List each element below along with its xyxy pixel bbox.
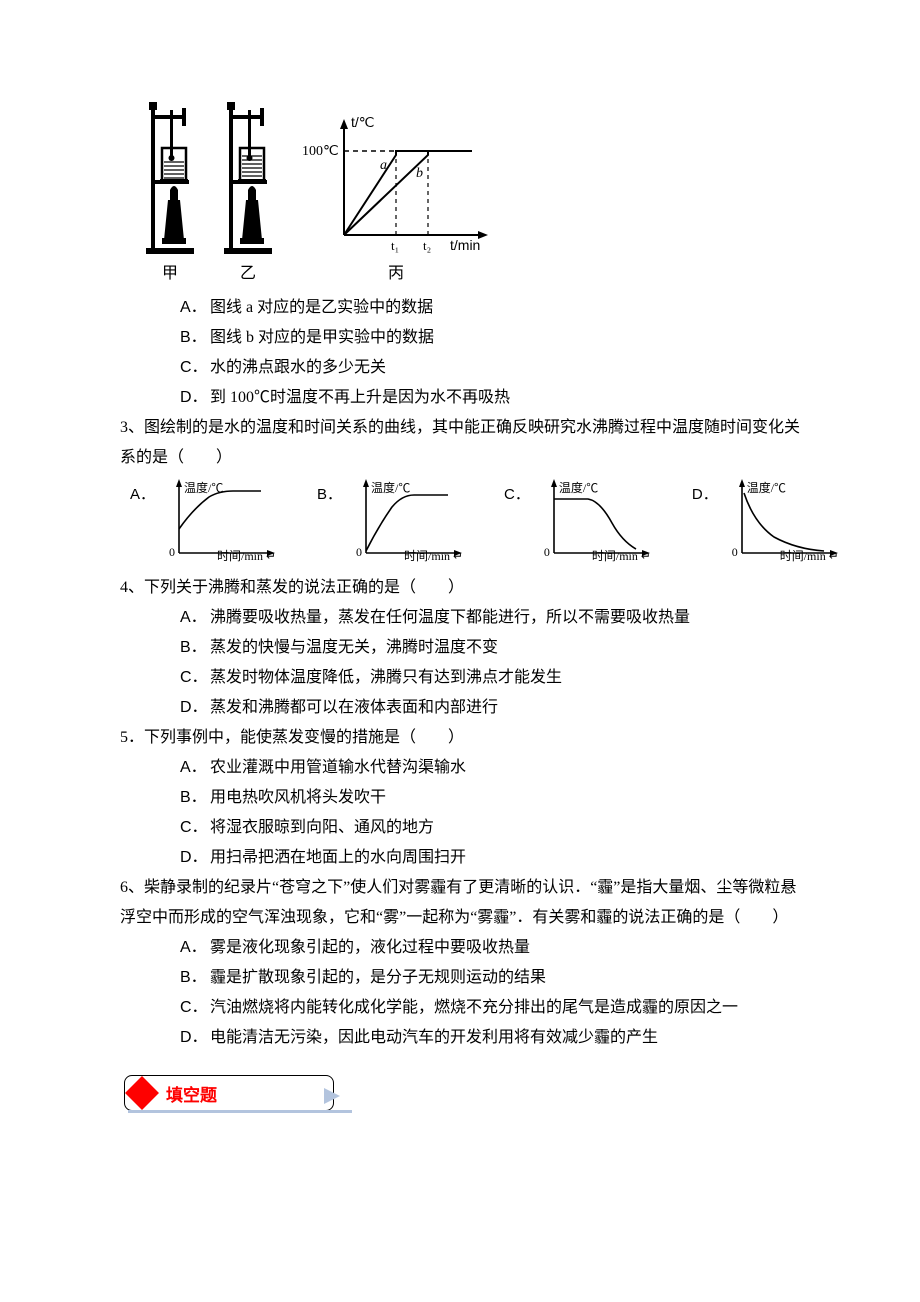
opt-letter: D． — [180, 383, 210, 413]
q4-option-d: D．蒸发和沸腾都可以在液体表面和内部进行 — [120, 693, 800, 723]
opt-text: 蒸发和沸腾都可以在液体表面和内部进行 — [210, 699, 498, 716]
svg-text:t₁: t₁ — [391, 238, 399, 253]
q3-letter-c: C． — [504, 483, 530, 504]
q3-b-origin: 0 — [356, 545, 362, 560]
opt-text: 水的沸点跟水的多少无关 — [210, 359, 386, 376]
q6-option-a: A．雾是液化现象引起的，液化过程中要吸收热量 — [120, 933, 800, 963]
opt-letter: A． — [180, 293, 210, 323]
q4-option-c: C．蒸发时物体温度降低，沸腾只有达到沸点才能发生 — [120, 663, 800, 693]
opt-text: 用电热吹风机将头发吹干 — [210, 789, 386, 806]
q3-a-ylabel: 温度/℃ — [184, 479, 223, 496]
q4-option-b: B．蒸发的快慢与温度无关，沸腾时温度不变 — [120, 633, 800, 663]
opt-letter: B． — [180, 633, 210, 663]
opt-text: 将湿衣服晾到向阳、通风的地方 — [210, 819, 434, 836]
opt-text: 蒸发时物体温度降低，沸腾只有达到沸点才能发生 — [210, 669, 562, 686]
fill-in-badge: 填空题 — [124, 1075, 354, 1113]
apparatus-yi-icon — [218, 100, 278, 255]
q2-option-b: B．图线 b 对应的是甲实验中的数据 — [120, 323, 800, 353]
graph-c-wrap: t/℃ 100℃ a b t₁ t₂ t/min — [296, 115, 496, 283]
fill-badge-label: 填空题 — [166, 1081, 217, 1106]
q6-option-c: C．汽油燃烧将内能转化成化学能，燃烧不充分排出的尾气是造成霾的原因之一 — [120, 993, 800, 1023]
q5-stem: 5．下列事例中，能使蒸发变慢的措施是（ ） — [120, 723, 800, 753]
opt-text: 霾是扩散现象引起的，是分子无规则运动的结果 — [210, 969, 546, 986]
q6-option-d: D．电能清洁无污染，因此电动汽车的开发利用将有效减少霾的产生 — [120, 1023, 800, 1053]
page-root: 甲 — [0, 0, 920, 1173]
q3-a-xlabel: 时间/min ↵ — [217, 547, 276, 564]
q3-charts-row: A． 温度/℃ 0 时间/min ↵ B． — [130, 479, 800, 567]
svg-text:t/min: t/min — [450, 237, 480, 253]
graph-c-ylabel: t/℃ — [351, 115, 375, 130]
opt-letter: B． — [180, 323, 210, 353]
opt-text: 图线 a 对应的是乙实验中的数据 — [210, 299, 433, 316]
opt-text: 图线 b 对应的是甲实验中的数据 — [210, 329, 434, 346]
opt-letter: D． — [180, 693, 210, 723]
opt-letter: D． — [180, 1023, 210, 1053]
opt-letter: A． — [180, 603, 210, 633]
graph-c-label: 丙 — [388, 259, 404, 283]
opt-text: 蒸发的快慢与温度无关，沸腾时温度不变 — [210, 639, 498, 656]
q4-option-a: A．沸腾要吸收热量，蒸发在任何温度下都能进行，所以不需要吸收热量 — [120, 603, 800, 633]
opt-letter: B． — [180, 783, 210, 813]
opt-letter: A． — [180, 753, 210, 783]
q3-chart-b: B． 温度/℃ 0 时间/min ↵ — [317, 479, 468, 567]
q3-letter-a: A． — [130, 483, 155, 504]
q3-chart-a: A． 温度/℃ 0 时间/min ↵ — [130, 479, 281, 567]
opt-text: 沸腾要吸收热量，蒸发在任何温度下都能进行，所以不需要吸收热量 — [210, 609, 690, 626]
q3-chart-d: D． 温度/℃ 0 时间/min ↵ — [692, 479, 844, 567]
q3-chart-c: C． 温度/℃ 0 时间/min ↵ — [504, 479, 656, 567]
graph-c-yref: 100℃ — [302, 144, 339, 159]
q2-option-a: A．图线 a 对应的是乙实验中的数据 — [120, 293, 800, 323]
opt-letter: C． — [180, 813, 210, 843]
fill-badge-shadow — [128, 1110, 352, 1113]
fill-badge-arrow-icon — [324, 1088, 340, 1104]
q5-option-d: D．用扫帚把洒在地面上的水向周围扫开 — [120, 843, 800, 873]
svg-text:t₂: t₂ — [423, 238, 431, 253]
q3-c-xlabel: 时间/min ↵ — [592, 547, 651, 564]
svg-text:b: b — [416, 166, 423, 181]
q3-b-xlabel: 时间/min ↵ — [404, 547, 463, 564]
q3-stem: 3、图绘制的是水的温度和时间关系的曲线，其中能正确反映研究水沸腾过程中温度随时间… — [120, 413, 800, 473]
opt-letter: C． — [180, 663, 210, 693]
q3-d-xlabel: 时间/min ↵ — [780, 547, 839, 564]
q3-letter-b: B． — [317, 483, 342, 504]
opt-letter: D． — [180, 843, 210, 873]
svg-text:a: a — [380, 158, 387, 173]
q5-option-b: B．用电热吹风机将头发吹干 — [120, 783, 800, 813]
q5-option-a: A．农业灌溉中用管道输水代替沟渠输水 — [120, 753, 800, 783]
opt-letter: B． — [180, 963, 210, 993]
q4-stem: 4、下列关于沸腾和蒸发的说法正确的是（ ） — [120, 573, 800, 603]
opt-text: 汽油燃烧将内能转化成化学能，燃烧不充分排出的尾气是造成霾的原因之一 — [210, 999, 738, 1016]
opt-letter: C． — [180, 353, 210, 383]
q3-letter-d: D． — [692, 483, 718, 504]
opt-text: 雾是液化现象引起的，液化过程中要吸收热量 — [210, 939, 530, 956]
q3-c-origin: 0 — [544, 545, 550, 560]
graph-c-svg: t/℃ 100℃ a b t₁ t₂ t/min — [296, 115, 496, 255]
apparatus-jia-icon — [140, 100, 200, 255]
q3-d-origin: 0 — [732, 545, 738, 560]
top-figures-row: 甲 — [140, 100, 800, 283]
q6-option-b: B．霾是扩散现象引起的，是分子无规则运动的结果 — [120, 963, 800, 993]
apparatus-jia: 甲 — [140, 100, 200, 283]
q5-option-c: C．将湿衣服晾到向阳、通风的地方 — [120, 813, 800, 843]
q3-d-ylabel: 温度/℃ — [747, 479, 786, 496]
apparatus-yi-label: 乙 — [240, 259, 256, 283]
graph-c: t/℃ 100℃ a b t₁ t₂ t/min — [296, 115, 496, 255]
q2-option-c: C．水的沸点跟水的多少无关 — [120, 353, 800, 383]
opt-letter: A． — [180, 933, 210, 963]
opt-text: 用扫帚把洒在地面上的水向周围扫开 — [210, 849, 466, 866]
q3-b-ylabel: 温度/℃ — [371, 479, 410, 496]
opt-text: 到 100℃时温度不再上升是因为水不再吸热 — [210, 389, 510, 406]
opt-text: 农业灌溉中用管道输水代替沟渠输水 — [210, 759, 466, 776]
q3-a-origin: 0 — [169, 545, 175, 560]
opt-text: 电能清洁无污染，因此电动汽车的开发利用将有效减少霾的产生 — [210, 1029, 658, 1046]
opt-letter: C． — [180, 993, 210, 1023]
apparatus-yi: 乙 — [218, 100, 278, 283]
q6-stem: 6、柴静录制的纪录片“苍穹之下”使人们对雾霾有了更清晰的认识．“霾”是指大量烟、… — [120, 873, 800, 933]
q3-c-ylabel: 温度/℃ — [559, 479, 598, 496]
apparatus-jia-label: 甲 — [162, 259, 178, 283]
q2-option-d: D．到 100℃时温度不再上升是因为水不再吸热 — [120, 383, 800, 413]
